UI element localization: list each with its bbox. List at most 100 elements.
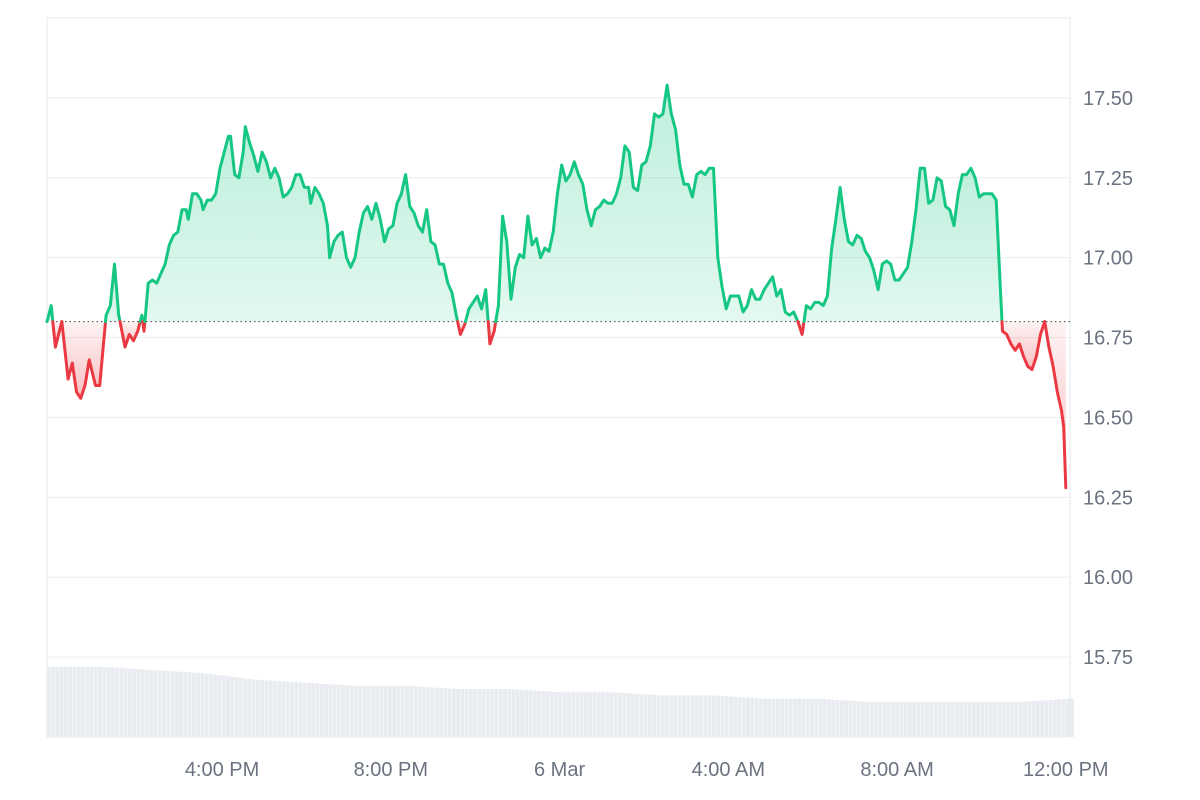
- volume-bar: [682, 695, 686, 737]
- volume-bar: [302, 682, 307, 737]
- volume-bar: [890, 701, 895, 737]
- volume-bar: [243, 678, 247, 737]
- price-line-down-segment: [486, 320, 498, 346]
- volume-bar: [545, 691, 550, 737]
- volume-bar: [251, 679, 256, 737]
- volume-bar: [1018, 701, 1023, 737]
- volume-bar: [993, 701, 998, 737]
- volume-bar: [238, 677, 243, 737]
- volume-bar: [426, 687, 431, 737]
- volume-bar: [767, 698, 772, 737]
- volume-bar: [417, 686, 422, 737]
- volume-bar: [1040, 700, 1044, 737]
- volume-bar: [345, 685, 350, 737]
- volume-bar: [140, 669, 145, 737]
- volume-bar: [64, 666, 68, 737]
- volume-bar: [183, 672, 188, 737]
- volume-bar: [686, 695, 691, 737]
- volume-bar: [532, 690, 537, 737]
- volume-bar: [324, 684, 328, 737]
- volume-bar: [694, 695, 699, 737]
- volume-bar: [234, 677, 239, 737]
- volume-bar: [272, 680, 277, 737]
- volume-bar: [639, 694, 644, 737]
- volume-bar: [383, 685, 388, 737]
- volume-bar: [115, 667, 120, 737]
- volume-bar: [511, 689, 516, 737]
- volume-bar: [85, 666, 90, 737]
- volume-bar: [106, 667, 111, 737]
- volume-bar: [984, 701, 989, 737]
- volume-bar: [311, 683, 316, 737]
- volume-bar: [886, 701, 891, 737]
- volume-bar: [59, 666, 64, 737]
- volume-bar: [865, 701, 870, 737]
- volume-bar: [746, 697, 750, 737]
- volume-bar: [899, 701, 904, 737]
- volume-bar: [47, 666, 51, 737]
- volume-bar: [622, 693, 627, 737]
- volume-bar: [166, 670, 171, 737]
- price-line-down-segment: [456, 320, 467, 336]
- volume-bar: [1044, 700, 1049, 737]
- volume-bar: [51, 666, 56, 737]
- volume-bar: [665, 695, 669, 737]
- volume-bar: [660, 695, 665, 737]
- volume-bar: [179, 671, 183, 737]
- volume-bar: [1057, 699, 1062, 737]
- volume-bar: [801, 698, 806, 737]
- volume-bar: [937, 701, 942, 737]
- volume-bar: [400, 685, 405, 737]
- volume-bar: [396, 685, 401, 737]
- volume-bar: [967, 701, 972, 737]
- volume-bar: [630, 693, 635, 737]
- volume-bar: [162, 670, 166, 737]
- volume-bar: [375, 685, 380, 737]
- volume-bar: [925, 701, 929, 737]
- volume-bar: [486, 689, 490, 737]
- x-tick-label: 12:00 PM: [1023, 759, 1109, 781]
- volume-bar: [554, 691, 559, 737]
- price-line-down-segment: [1000, 320, 1047, 371]
- volume-bar: [895, 701, 900, 737]
- volume-bar: [422, 686, 426, 737]
- volume-bar: [332, 684, 337, 737]
- volume-bar: [358, 685, 362, 737]
- volume-bar: [294, 682, 299, 737]
- volume-bar: [524, 690, 529, 737]
- area-fill-below-baseline: [1044, 321, 1066, 488]
- volume-bar: [110, 667, 115, 737]
- price-line-down-segment: [141, 320, 147, 333]
- volume-bar: [805, 698, 810, 737]
- volume-bar: [72, 666, 77, 737]
- volume-bar: [882, 701, 887, 737]
- volume-bar: [187, 672, 192, 737]
- volume-bar: [750, 697, 755, 737]
- volume-bar: [456, 689, 461, 737]
- price-line-up-segment: [464, 288, 490, 324]
- volume-bar: [157, 670, 162, 737]
- volume-bar: [869, 701, 874, 737]
- volume-bar: [971, 701, 976, 737]
- volume-bar: [861, 701, 865, 737]
- volume-bar: [413, 686, 418, 737]
- volume-bar: [213, 674, 218, 737]
- y-tick-label: 15.75: [1083, 647, 1133, 669]
- volume-bar: [1052, 699, 1057, 737]
- volume-bar: [912, 701, 917, 737]
- volume-bar: [123, 668, 128, 737]
- volume-bar: [626, 693, 631, 737]
- volume-bar: [558, 692, 563, 737]
- volume-bar: [571, 692, 576, 737]
- volume-bar: [349, 685, 354, 737]
- volume-bar: [362, 685, 367, 737]
- price-line-up-segment: [143, 125, 460, 324]
- volume-bar: [451, 688, 456, 737]
- volume-bar: [669, 695, 674, 737]
- volume-bar: [1031, 701, 1036, 737]
- price-line-up-segment: [104, 262, 122, 324]
- volume-bar: [699, 695, 703, 737]
- price-line-down-segment: [1043, 320, 1068, 490]
- volume-bar: [916, 701, 921, 737]
- volume-bar: [775, 698, 780, 737]
